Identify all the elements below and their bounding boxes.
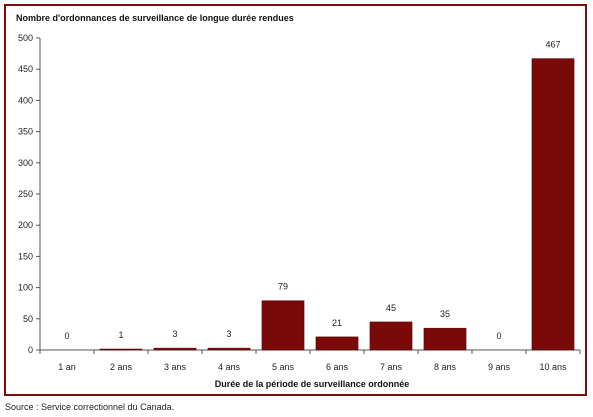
y-tick-label: 400 xyxy=(18,95,33,105)
x-tick-label: 9 ans xyxy=(488,362,511,372)
data-label: 79 xyxy=(278,282,288,292)
data-label: 45 xyxy=(386,303,396,313)
data-label: 1 xyxy=(118,330,123,340)
x-tick-label: 2 ans xyxy=(110,362,133,372)
x-tick-label: 5 ans xyxy=(272,362,295,372)
x-tick-label: 8 ans xyxy=(434,362,457,372)
data-label: 0 xyxy=(64,331,69,341)
bar xyxy=(99,348,143,351)
x-axis-title: Durée de la période de surveillance ordo… xyxy=(215,379,410,389)
x-tick-label: 10 ans xyxy=(539,362,567,372)
x-tick-label: 7 ans xyxy=(380,362,403,372)
y-tick-label: 150 xyxy=(18,251,33,261)
data-label: 3 xyxy=(172,329,177,339)
y-tick-label: 200 xyxy=(18,220,33,230)
y-tick-label: 250 xyxy=(18,189,33,199)
data-label: 21 xyxy=(332,318,342,328)
source-note: Source : Service correctionnel du Canada… xyxy=(5,402,175,412)
data-label: 35 xyxy=(440,309,450,319)
bar xyxy=(261,300,305,351)
y-tick-label: 350 xyxy=(18,127,33,137)
bar xyxy=(423,327,467,351)
y-axis-title: Nombre d'ordonnances de surveillance de … xyxy=(16,13,294,23)
y-tick-label: 50 xyxy=(23,314,33,324)
bar xyxy=(207,347,251,351)
x-tick-label: 4 ans xyxy=(218,362,241,372)
x-tick-label: 1 an xyxy=(58,362,76,372)
data-label: 3 xyxy=(226,329,231,339)
y-tick-label: 450 xyxy=(18,64,33,74)
bar xyxy=(531,58,575,351)
data-label: 467 xyxy=(545,40,560,50)
x-tick-label: 6 ans xyxy=(326,362,349,372)
y-tick-label: 500 xyxy=(18,33,33,43)
y-tick-label: 100 xyxy=(18,283,33,293)
data-label: 0 xyxy=(496,331,501,341)
bar xyxy=(315,336,359,351)
y-tick-label: 300 xyxy=(18,158,33,168)
x-tick-label: 3 ans xyxy=(164,362,187,372)
bar xyxy=(369,321,413,351)
y-tick-label: 0 xyxy=(28,345,33,355)
bar xyxy=(153,347,197,351)
